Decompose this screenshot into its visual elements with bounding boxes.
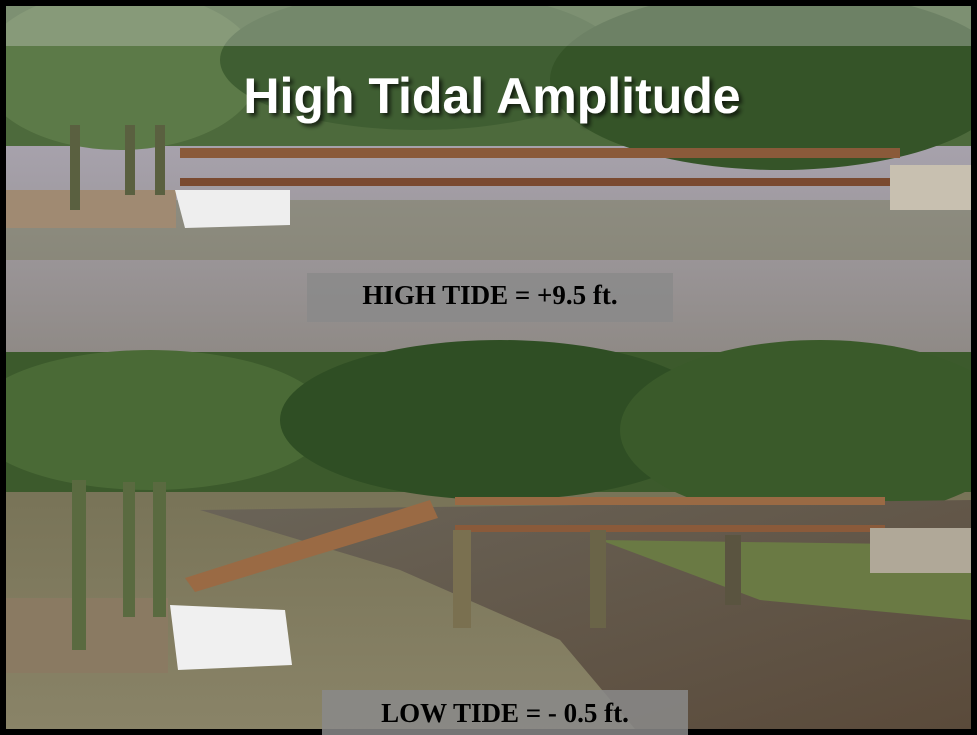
low-tide-photo: [0, 340, 977, 735]
low-tide-label: LOW TIDE = - 0.5 ft.: [381, 698, 629, 728]
low-tide-box: [322, 690, 688, 735]
high-tide-box: [307, 273, 673, 322]
high-tide-photo: [0, 0, 977, 352]
slide-title: High Tidal Amplitude: [243, 68, 740, 124]
high-tide-label: HIGH TIDE = +9.5 ft.: [362, 280, 617, 310]
